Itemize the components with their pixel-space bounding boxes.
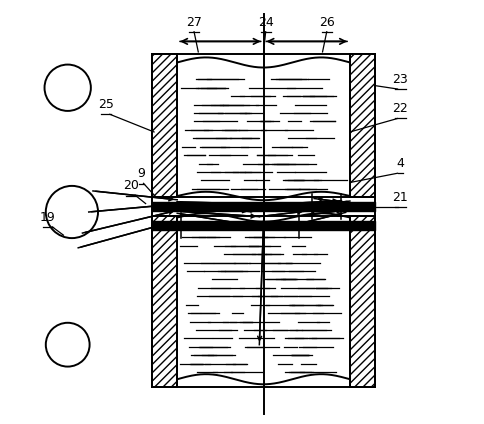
Text: 20: 20 xyxy=(122,179,138,192)
Text: 21: 21 xyxy=(392,190,408,204)
Text: 24: 24 xyxy=(257,16,273,29)
Bar xyxy=(349,54,375,197)
Text: 26: 26 xyxy=(318,16,334,29)
Text: 4: 4 xyxy=(396,157,404,170)
Text: 27: 27 xyxy=(186,16,201,29)
Bar xyxy=(151,216,177,387)
Bar xyxy=(151,54,177,197)
Text: 25: 25 xyxy=(97,98,113,111)
Text: 9: 9 xyxy=(137,167,145,180)
Text: 23: 23 xyxy=(392,73,408,86)
Text: 22: 22 xyxy=(392,102,408,115)
Bar xyxy=(349,216,375,387)
Text: 19: 19 xyxy=(40,211,56,224)
